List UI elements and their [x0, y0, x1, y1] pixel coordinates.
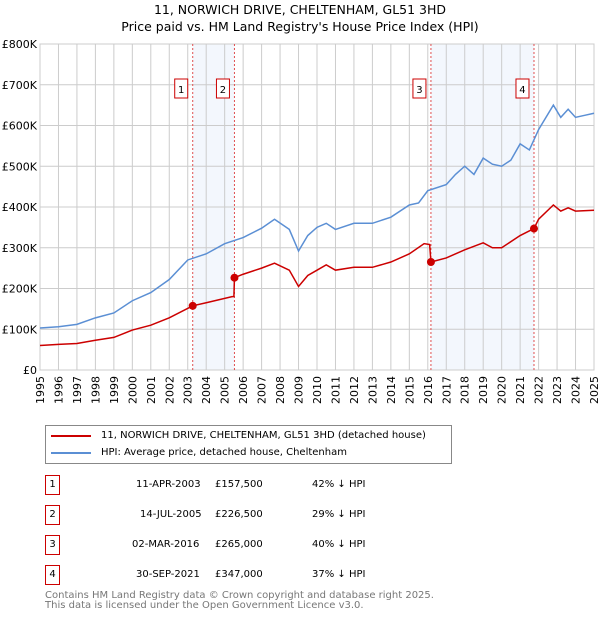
x-tick-label: 2003 — [182, 376, 195, 404]
x-tick-label: 2018 — [459, 376, 472, 404]
x-tick-label: 2017 — [440, 376, 453, 404]
series-line-hpi — [39, 103, 595, 329]
sale-price: £347,000 — [215, 569, 263, 580]
y-tick-label: £800K — [2, 38, 38, 51]
footer-line1: Contains HM Land Registry data © Crown c… — [45, 590, 434, 601]
y-tick-label: £700K — [2, 79, 38, 92]
sale-label: 1 — [178, 85, 184, 96]
x-tick-label: 2002 — [163, 376, 176, 404]
sale-date: 11-APR-2003 — [136, 479, 201, 490]
sale-hpi-diff: 37% ↓ HPI — [312, 569, 366, 580]
x-tick-label: 2006 — [237, 376, 250, 404]
sale-price: £265,000 — [215, 539, 263, 550]
x-tick-label: 2005 — [219, 376, 232, 404]
x-tick-label: 2013 — [366, 376, 379, 404]
x-tick-label: 2020 — [496, 376, 509, 404]
sale-number-box: 4 — [45, 565, 60, 585]
x-tick-label: 1996 — [52, 376, 65, 404]
x-tick-label: 1995 — [34, 376, 47, 404]
x-tick-label: 2000 — [126, 376, 139, 404]
sale-number-box: 2 — [45, 505, 60, 525]
y-tick-label: £200K — [2, 283, 38, 296]
sale-date: 30-SEP-2021 — [136, 569, 200, 580]
sale-hpi-diff: 42% ↓ HPI — [312, 479, 366, 490]
series-line-property — [39, 203, 595, 347]
sale-number-box: 1 — [45, 475, 60, 495]
sale-hpi-diff: 29% ↓ HPI — [312, 509, 366, 520]
legend-swatch-red — [51, 434, 91, 437]
sale-hpi-diff: 40% ↓ HPI — [312, 539, 366, 550]
legend: 11, NORWICH DRIVE, CHELTENHAM, GL51 3HD … — [45, 425, 452, 464]
sale-label: 3 — [416, 85, 422, 96]
legend-label: HPI: Average price, detached house, Chel… — [101, 447, 347, 458]
sale-point — [426, 258, 435, 267]
y-tick-label: £400K — [2, 201, 38, 214]
x-tick-label: 2001 — [145, 376, 158, 404]
x-tick-label: 2024 — [570, 376, 583, 404]
y-tick-label: £0 — [23, 364, 37, 377]
sale-date: 02-MAR-2016 — [132, 539, 200, 550]
chart-plot: 1995 1996 1997 1998 1999 2000 2001 2002 2003 2004… — [2, 38, 600, 404]
chart-title: 11, NORWICH DRIVE, CHELTENHAM, GL51 3HD — [153, 2, 447, 17]
sale-row: 2 14-JUL-2005 £226,500 29% ↓ HPI — [45, 505, 465, 525]
y-tick-label: £100K — [2, 323, 38, 336]
x-tick-label: 2007 — [256, 376, 269, 404]
y-tick-label: £600K — [2, 120, 38, 133]
sale-date: 14-JUL-2005 — [140, 509, 202, 520]
x-tick-label: 2008 — [274, 376, 287, 404]
sale-point — [230, 273, 239, 282]
sale-number-box: 3 — [45, 535, 60, 555]
legend-label: 11, NORWICH DRIVE, CHELTENHAM, GL51 3HD … — [101, 430, 426, 441]
y-tick-label: £500K — [2, 160, 38, 173]
legend-item-property: 11, NORWICH DRIVE, CHELTENHAM, GL51 3HD … — [51, 430, 426, 441]
sale-label-box — [412, 78, 427, 99]
sale-label-box — [215, 78, 230, 99]
footer-line2: This data is licensed under the Open Gov… — [45, 600, 364, 611]
sale-point — [529, 224, 538, 233]
x-tick-label: 2009 — [293, 376, 306, 404]
sale-point — [188, 301, 197, 310]
x-tick-label: 2011 — [329, 376, 342, 404]
sale-label: 2 — [220, 85, 226, 96]
sale-row: 3 02-MAR-2016 £265,000 40% ↓ HPI — [45, 535, 465, 555]
sale-row: 4 30-SEP-2021 £347,000 37% ↓ HPI — [45, 565, 465, 585]
x-tick-label: 2004 — [200, 376, 213, 404]
x-tick-label: 2010 — [311, 376, 324, 404]
x-tick-label: 2014 — [385, 376, 398, 404]
x-tick-label: 2025 — [588, 376, 600, 404]
x-tick-label: 1997 — [71, 376, 84, 404]
sale-label-box — [515, 78, 530, 99]
footer: Contains HM Land Registry data © Crown c… — [45, 591, 434, 611]
chart-subtitle: Price paid vs. HM Land Registry's House … — [121, 19, 479, 34]
x-tick-label: 1998 — [89, 376, 102, 404]
x-tick-label: 2019 — [477, 376, 490, 404]
sale-price: £157,500 — [215, 479, 263, 490]
x-tick-label: 2015 — [403, 376, 416, 404]
x-tick-label: 2022 — [533, 376, 546, 404]
x-tick-label: 2016 — [422, 376, 435, 404]
sale-price: £226,500 — [215, 509, 263, 520]
sale-row: 1 11-APR-2003 £157,500 42% ↓ HPI — [45, 475, 465, 495]
x-tick-label: 2023 — [551, 376, 564, 404]
plot-frame — [39, 43, 595, 371]
y-tick-label: £300K — [2, 242, 38, 255]
legend-swatch-blue — [51, 451, 91, 454]
x-tick-label: 2021 — [514, 376, 527, 404]
sale-label-box — [174, 78, 189, 99]
legend-item-hpi: HPI: Average price, detached house, Chel… — [51, 447, 347, 458]
x-tick-label: 2012 — [348, 376, 361, 404]
x-tick-label: 1999 — [108, 376, 121, 404]
sale-label: 4 — [519, 85, 525, 96]
